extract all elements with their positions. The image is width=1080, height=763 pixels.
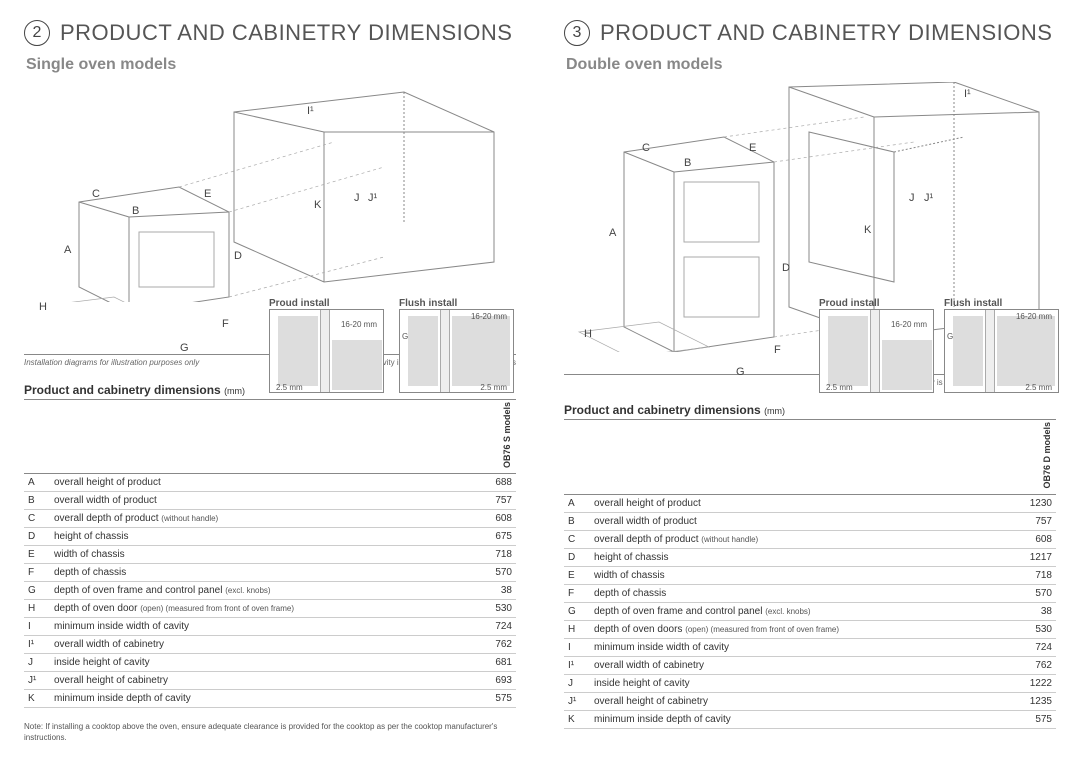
diagram-area: C B A E D H F G I¹ K J J¹ Proud install … (564, 82, 1056, 370)
proud-install-detail: Proud install 16-20 mm 2.5 mm (819, 298, 934, 398)
label-a: A (64, 244, 71, 256)
label-b: B (132, 205, 139, 217)
dimensions-table: OB76 S models Aoverall height of product… (24, 399, 516, 708)
label-b: B (684, 157, 691, 169)
bottom-note (564, 739, 1056, 743)
table-row: Fdepth of chassis 570 (24, 564, 516, 582)
label-k: K (864, 224, 871, 236)
dimensions-table: OB76 D models Aoverall height of product… (564, 419, 1056, 729)
edge-label: 2.5 mm (826, 383, 853, 392)
label-i1: I¹ (307, 105, 314, 117)
gap-label-2: 16-20 mm (471, 312, 507, 321)
gap-label: 16-20 mm (341, 320, 377, 329)
table-row: Boverall width of product 757 (564, 513, 1056, 531)
proud-install-label: Proud install (819, 298, 934, 309)
page-number-circle: 2 (24, 20, 50, 46)
proud-install-detail: Proud install 16-20 mm 2.5 mm (269, 298, 384, 398)
label-g: G (180, 342, 189, 354)
table-row: Fdepth of chassis 570 (564, 585, 1056, 603)
table-row: Ewidth of chassis 718 (24, 546, 516, 564)
label-j1: J¹ (924, 192, 933, 204)
table-row: Kminimum inside depth of cavity 575 (24, 690, 516, 708)
flush-install-label: Flush install (399, 298, 514, 309)
label-h: H (584, 328, 592, 340)
table-row: Iminimum inside width of cavity 724 (24, 618, 516, 636)
label-j: J (909, 192, 915, 204)
label-f: F (774, 344, 781, 356)
proud-install-label: Proud install (269, 298, 384, 309)
table-row: Iminimum inside width of cavity 724 (564, 639, 1056, 657)
page-subtitle: Single oven models (26, 56, 516, 74)
label-h: H (39, 301, 47, 313)
diagram-area: C B A H F G E D I¹ K J J¹ Proud install … (24, 82, 516, 350)
table-row: J¹overall height of cabinetry 693 (24, 672, 516, 690)
table-row: I¹overall width of cabinetry 762 (564, 657, 1056, 675)
flush-install-detail: Flush install 16-20 mm G 2.5 mm (944, 298, 1059, 398)
flush-install-detail: Flush install 16-20 mm G 2.5 mm (399, 298, 514, 398)
bottom-note: Note: If installing a cooktop above the … (24, 718, 516, 743)
table-row: Dheight of chassis 675 (24, 528, 516, 546)
label-e: E (749, 142, 756, 154)
table-row: Gdepth of oven frame and control panel (… (24, 582, 516, 600)
edge-label-2: 2.5 mm (480, 383, 507, 392)
edge-label-2: 2.5 mm (1025, 383, 1052, 392)
table-row: Coverall depth of product (without handl… (564, 531, 1056, 549)
label-c: C (642, 142, 650, 154)
label-c: C (92, 188, 100, 200)
table-row: Hdepth of oven doors (open) (measured fr… (564, 621, 1056, 639)
table-row: Gdepth of oven frame and control panel (… (564, 603, 1056, 621)
table-row: Hdepth of oven door (open) (measured fro… (24, 600, 516, 618)
header: 3 PRODUCT AND CABINETRY DIMENSIONS (564, 20, 1056, 46)
table-row: Aoverall height of product 1230 (564, 495, 1056, 513)
label-i1: I¹ (964, 88, 971, 100)
table-title: Product and cabinetry dimensions (mm) (564, 403, 1056, 417)
label-j: J (354, 192, 360, 204)
table-row: Ewidth of chassis 718 (564, 567, 1056, 585)
label-f: F (222, 318, 229, 330)
gap-label-2: 16-20 mm (1016, 312, 1052, 321)
gap-label: 16-20 mm (891, 320, 927, 329)
label-a: A (609, 227, 616, 239)
page-title: PRODUCT AND CABINETRY DIMENSIONS (60, 20, 512, 46)
label-g: G (736, 366, 745, 378)
table-row: I¹overall width of cabinetry 762 (24, 636, 516, 654)
label-e: E (204, 188, 211, 200)
page-number-circle: 3 (564, 20, 590, 46)
label-d: D (234, 250, 242, 262)
page-2: 2 PRODUCT AND CABINETRY DIMENSIONS Singl… (0, 0, 540, 763)
g-label: G (947, 332, 953, 341)
flush-install-label: Flush install (944, 298, 1059, 309)
edge-label: 2.5 mm (276, 383, 303, 392)
label-j1: J¹ (368, 192, 377, 204)
table-row: J¹overall height of cabinetry 1235 (564, 693, 1056, 711)
page-subtitle: Double oven models (566, 56, 1056, 74)
table-row: Kminimum inside depth of cavity 575 (564, 711, 1056, 729)
table-row: Jinside height of cavity 681 (24, 654, 516, 672)
table-row: Aoverall height of product 688 (24, 474, 516, 492)
header: 2 PRODUCT AND CABINETRY DIMENSIONS (24, 20, 516, 46)
footnote-left: Installation diagrams for illustration p… (24, 358, 199, 367)
table-row: Dheight of chassis 1217 (564, 549, 1056, 567)
label-k: K (314, 199, 321, 211)
table-row: Boverall width of product 757 (24, 492, 516, 510)
table-row: Jinside height of cavity 1222 (564, 675, 1056, 693)
label-d: D (782, 262, 790, 274)
g-label: G (402, 332, 408, 341)
table-row: Coverall depth of product (without handl… (24, 510, 516, 528)
page-3: 3 PRODUCT AND CABINETRY DIMENSIONS Doubl… (540, 0, 1080, 763)
page-title: PRODUCT AND CABINETRY DIMENSIONS (600, 20, 1052, 46)
